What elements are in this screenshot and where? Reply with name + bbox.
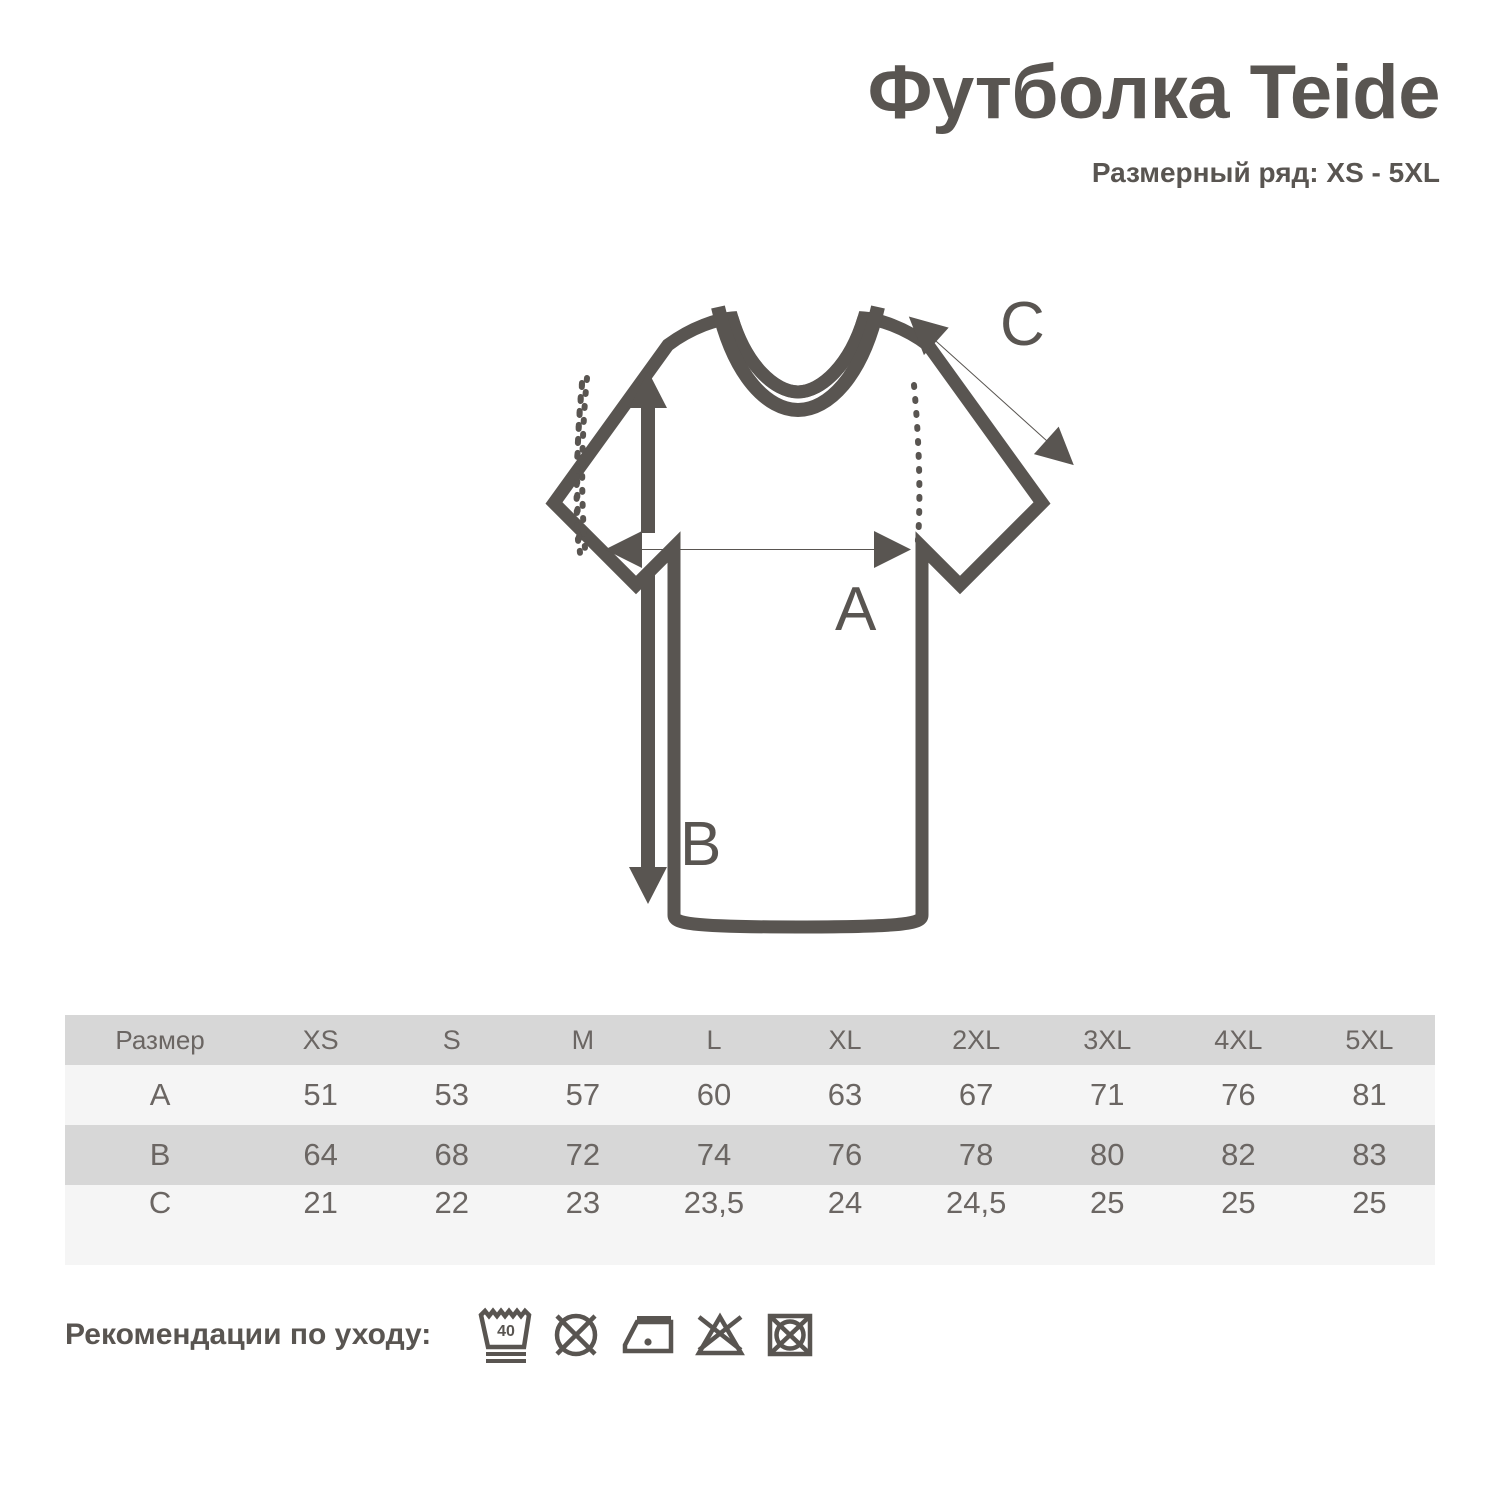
row-c-4xl: 25 (1172, 1185, 1304, 1265)
care-instructions-label: Рекомендации по уходу: (65, 1318, 432, 1351)
row-a-m: 57 (517, 1065, 649, 1125)
do-not-bleach-icon (695, 1312, 746, 1356)
table-row-a: A 51 53 57 60 63 67 71 76 81 (65, 1065, 1435, 1125)
sleeve-seam-left-guide (573, 382, 585, 555)
row-b-3xl: 80 (1041, 1125, 1173, 1185)
header: Футболка Teide Размерный ряд: XS - 5XL (540, 50, 1441, 189)
header-size-l: L (648, 1015, 780, 1065)
row-a-s: 53 (386, 1065, 518, 1125)
row-b-4xl: 82 (1172, 1125, 1304, 1185)
header-size-5xl: 5XL (1303, 1015, 1435, 1065)
row-b-2xl: 78 (910, 1125, 1042, 1185)
row-b-label: B (65, 1125, 256, 1185)
row-b-m: 72 (517, 1125, 649, 1185)
do-not-tumble-dry-icon (768, 1313, 813, 1357)
row-c-l: 23,5 (648, 1185, 780, 1265)
table-row-c: C 21 22 23 23,5 24 24,5 25 25 25 (65, 1185, 1435, 1265)
header-size-s: S (386, 1015, 518, 1065)
row-b-l: 74 (648, 1125, 780, 1185)
size-range-subtitle: Размерный ряд: XS - 5XL (1091, 157, 1440, 188)
iron-low-one-dot-icon (623, 1316, 674, 1354)
size-table: Размер XS S M L XL 2XL 3XL 4XL 5XL A 51 … (65, 1015, 1435, 1265)
row-a-3xl: 71 (1041, 1065, 1173, 1125)
row-a-xl: 63 (779, 1065, 911, 1125)
row-b-xl: 76 (779, 1125, 911, 1185)
row-c-m: 23 (517, 1185, 649, 1265)
row-b-5xl: 83 (1303, 1125, 1435, 1185)
measure-b-label: B (680, 810, 721, 879)
row-a-5xl: 81 (1303, 1065, 1435, 1125)
row-c-xs: 21 (255, 1185, 387, 1265)
header-size-m: M (517, 1015, 649, 1065)
row-a-xs: 51 (255, 1065, 387, 1125)
care-icons-group: 40 (477, 1305, 819, 1365)
header-size-4xl: 4XL (1172, 1015, 1304, 1065)
row-b-s: 68 (386, 1125, 518, 1185)
row-c-2xl: 24,5 (910, 1185, 1042, 1265)
measure-a-arrow (605, 531, 911, 568)
measure-c-label: C (1000, 290, 1045, 359)
wash-40-gentle-icon: 40 (478, 1307, 532, 1363)
row-a-label: A (65, 1065, 256, 1125)
row-c-xl: 24 (779, 1185, 911, 1265)
measure-b-arrow (629, 371, 667, 904)
row-b-xs: 64 (255, 1125, 387, 1185)
tshirt-measurement-diagram: A B C (430, 255, 1110, 955)
row-a-l: 60 (648, 1065, 780, 1125)
row-c-label: C (65, 1185, 256, 1265)
header-size: Размер (65, 1015, 256, 1065)
header-size-xs: XS (255, 1015, 387, 1065)
row-a-4xl: 76 (1172, 1065, 1304, 1125)
table-row-b: B 64 68 72 74 76 78 80 82 83 (65, 1125, 1435, 1185)
row-c-5xl: 25 (1303, 1185, 1435, 1265)
sleeve-seam-guides (574, 375, 590, 556)
page-title: Футболка Teide (867, 50, 1441, 135)
header-size-xl: XL (779, 1015, 911, 1065)
header-size-3xl: 3XL (1041, 1015, 1173, 1065)
measure-c-arrow (908, 316, 1074, 466)
sleeve-seam-right-guide (911, 382, 923, 555)
wash-temperature-text: 40 (497, 1323, 515, 1340)
do-not-dry-clean-icon (555, 1313, 598, 1357)
measure-a-label: A (835, 575, 877, 644)
row-c-3xl: 25 (1041, 1185, 1173, 1265)
row-c-s: 22 (386, 1185, 518, 1265)
header-size-2xl: 2XL (910, 1015, 1042, 1065)
row-a-2xl: 67 (910, 1065, 1042, 1125)
tshirt-outline-icon (545, 305, 1051, 934)
table-header-row: Размер XS S M L XL 2XL 3XL 4XL 5XL (65, 1015, 1435, 1065)
care-instructions-row: Рекомендации по уходу: 40 (65, 1300, 819, 1370)
